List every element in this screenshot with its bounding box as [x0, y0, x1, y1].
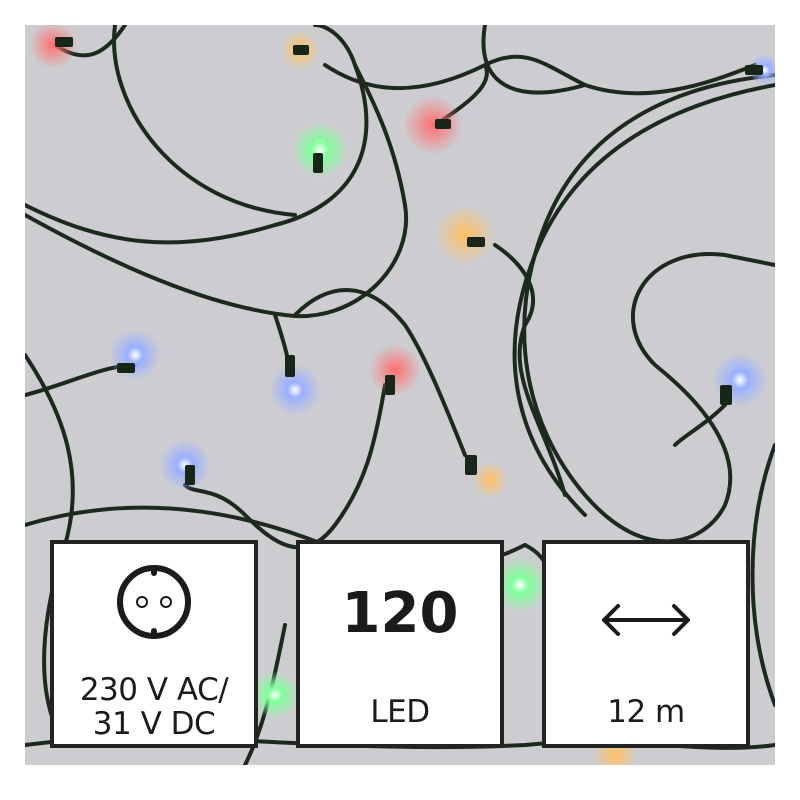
led-glows	[29, 25, 775, 765]
led-count-value: 120	[341, 581, 459, 646]
power-socket-icon	[117, 565, 191, 639]
spec-length: 12 m	[542, 540, 750, 748]
double-arrow-icon	[602, 604, 690, 636]
spec-led-count: 120 LED	[296, 540, 504, 748]
length-text: 12 m	[607, 694, 685, 730]
led-label: LED	[370, 694, 430, 730]
voltage-dc-text: 31 V DC	[92, 706, 216, 742]
voltage-ac-text: 230 V AC/	[79, 672, 229, 708]
spec-power-supply: 230 V AC/ 31 V DC	[50, 540, 258, 748]
